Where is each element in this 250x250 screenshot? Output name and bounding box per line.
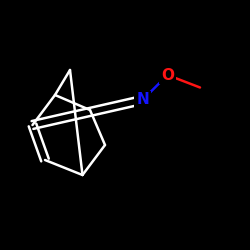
Text: N: N <box>136 92 149 108</box>
Text: O: O <box>161 68 174 82</box>
